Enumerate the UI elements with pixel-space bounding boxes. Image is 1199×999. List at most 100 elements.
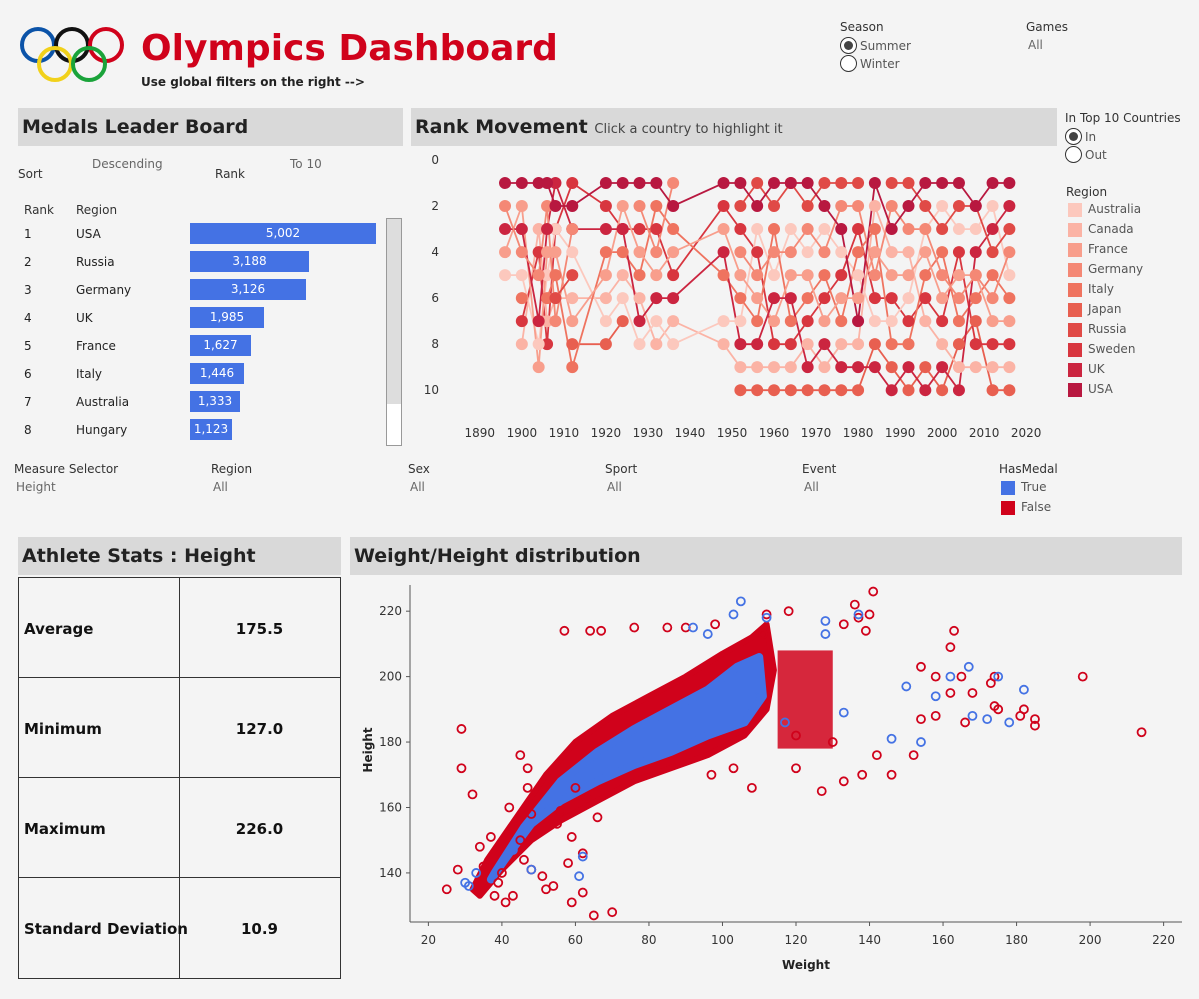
medal-point[interactable] — [838, 707, 849, 718]
rank-point-germany[interactable] — [952, 292, 965, 305]
rank-point-australia[interactable] — [717, 315, 730, 328]
leaderboard-row[interactable]: 8 Hungary 1,123 — [18, 419, 378, 441]
rank-point-germany[interactable] — [751, 269, 764, 282]
medal-count-bar[interactable]: 1,123 — [190, 419, 232, 440]
rank-point-canada[interactable] — [952, 361, 965, 374]
rank-point-uk[interactable] — [532, 315, 545, 328]
no-medal-point[interactable] — [827, 737, 838, 747]
rank-point-germany[interactable] — [919, 223, 932, 236]
medal-count-bar[interactable]: 1,333 — [190, 391, 240, 412]
rank-point-france[interactable] — [751, 292, 764, 305]
rank-point-germany[interactable] — [852, 200, 865, 213]
rank-point-sweden[interactable] — [801, 315, 814, 328]
rank-point-canada[interactable] — [768, 361, 781, 374]
rank-point-usa[interactable] — [650, 177, 663, 190]
rank-point-germany[interactable] — [969, 269, 982, 282]
rank-point-usa[interactable] — [952, 177, 965, 190]
no-medal-point[interactable] — [629, 622, 640, 633]
rank-point-france[interactable] — [734, 269, 747, 282]
hasmedal-true-item[interactable]: True — [1001, 480, 1051, 500]
no-medal-point[interactable] — [864, 609, 875, 620]
rank-point-uk[interactable] — [936, 361, 949, 374]
top-n-dropdown[interactable]: To 10 — [290, 157, 322, 171]
season-option-winter[interactable]: Winter — [840, 55, 900, 72]
no-medal-point[interactable] — [478, 861, 489, 872]
medal-point[interactable] — [688, 622, 698, 633]
no-medal-point[interactable] — [945, 642, 956, 653]
rank-point-japan[interactable] — [768, 384, 781, 397]
rank-point-sweden[interactable] — [667, 269, 680, 282]
rank-point-germany[interactable] — [566, 223, 579, 236]
no-medal-point[interactable] — [577, 848, 588, 859]
rank-point-sweden[interactable] — [532, 246, 545, 259]
no-medal-point[interactable] — [515, 750, 526, 761]
rank-point-usa[interactable] — [768, 177, 781, 190]
medal-count-bar[interactable]: 1,446 — [190, 363, 244, 384]
rank-point-usa[interactable] — [616, 177, 629, 190]
rank-point-australia[interactable] — [734, 315, 747, 328]
rank-point-usa[interactable] — [919, 177, 932, 190]
rank-point-japan[interactable] — [566, 338, 579, 351]
rank-point-usa[interactable] — [986, 177, 999, 190]
medal-point[interactable] — [702, 629, 713, 639]
sport-filter-dropdown[interactable]: All — [607, 480, 622, 494]
rank-point-sweden[interactable] — [784, 338, 797, 351]
medal-count-bar[interactable]: 3,188 — [190, 251, 309, 272]
no-medal-point[interactable] — [493, 877, 504, 888]
rank-point-italy[interactable] — [751, 315, 764, 328]
no-medal-point[interactable] — [515, 835, 526, 846]
rank-point-japan[interactable] — [868, 338, 881, 351]
rank-point-russia[interactable] — [936, 223, 949, 236]
no-medal-point[interactable] — [596, 625, 607, 636]
rank-point-sweden[interactable] — [818, 292, 831, 305]
rank-line-germany[interactable] — [638, 182, 674, 256]
rank-point-usa[interactable] — [751, 200, 764, 213]
rank-point-italy[interactable] — [599, 246, 612, 259]
rank-point-italy[interactable] — [986, 269, 999, 282]
no-medal-point[interactable] — [816, 786, 827, 797]
rank-point-usa[interactable] — [784, 177, 797, 190]
rank-point-sweden[interactable] — [515, 315, 528, 328]
sort-by-dropdown[interactable]: Rank — [215, 167, 245, 181]
rank-point-japan[interactable] — [751, 384, 764, 397]
rank-point-australia[interactable] — [650, 315, 663, 328]
rank-point-france[interactable] — [936, 292, 949, 305]
rank-point-usa[interactable] — [969, 200, 982, 213]
rank-point-germany[interactable] — [784, 246, 797, 259]
rank-point-canada[interactable] — [616, 269, 629, 282]
no-medal-point[interactable] — [441, 884, 452, 895]
rank-point-france[interactable] — [986, 315, 999, 328]
rank-point-usa[interactable] — [936, 177, 949, 190]
rank-point-japan[interactable] — [734, 384, 747, 397]
rank-point-canada[interactable] — [868, 200, 881, 213]
rank-point-germany[interactable] — [818, 246, 831, 259]
no-medal-point[interactable] — [548, 881, 559, 891]
medal-point[interactable] — [945, 671, 956, 682]
rank-point-france[interactable] — [515, 200, 528, 213]
rank-point-germany[interactable] — [633, 200, 646, 213]
rank-point-canada[interactable] — [784, 361, 797, 374]
rank-point-russia[interactable] — [768, 200, 781, 213]
rank-point-usa[interactable] — [667, 200, 680, 213]
no-medal-point[interactable] — [746, 782, 757, 793]
rank-point-japan[interactable] — [902, 384, 915, 397]
rank-point-australia[interactable] — [616, 292, 629, 305]
rank-point-russia[interactable] — [1003, 223, 1016, 236]
no-medal-point[interactable] — [868, 586, 879, 597]
rank-point-japan[interactable] — [818, 384, 831, 397]
rank-point-australia[interactable] — [515, 269, 528, 282]
medal-point[interactable] — [574, 871, 585, 882]
medal-point[interactable] — [463, 881, 474, 891]
rank-point-france[interactable] — [650, 269, 663, 282]
rank-point-france[interactable] — [1003, 315, 1016, 328]
rank-point-australia[interactable] — [566, 246, 579, 259]
no-medal-point[interactable] — [857, 769, 868, 780]
no-medal-point[interactable] — [456, 724, 467, 734]
region-legend-item[interactable]: UK — [1068, 362, 1143, 382]
measure-filter-dropdown[interactable]: Height — [16, 480, 56, 494]
rank-point-sweden[interactable] — [566, 177, 579, 190]
no-medal-point[interactable] — [916, 714, 926, 725]
no-medal-point[interactable] — [526, 809, 537, 819]
no-medal-point[interactable] — [555, 805, 566, 816]
rank-point-sweden[interactable] — [852, 223, 865, 236]
